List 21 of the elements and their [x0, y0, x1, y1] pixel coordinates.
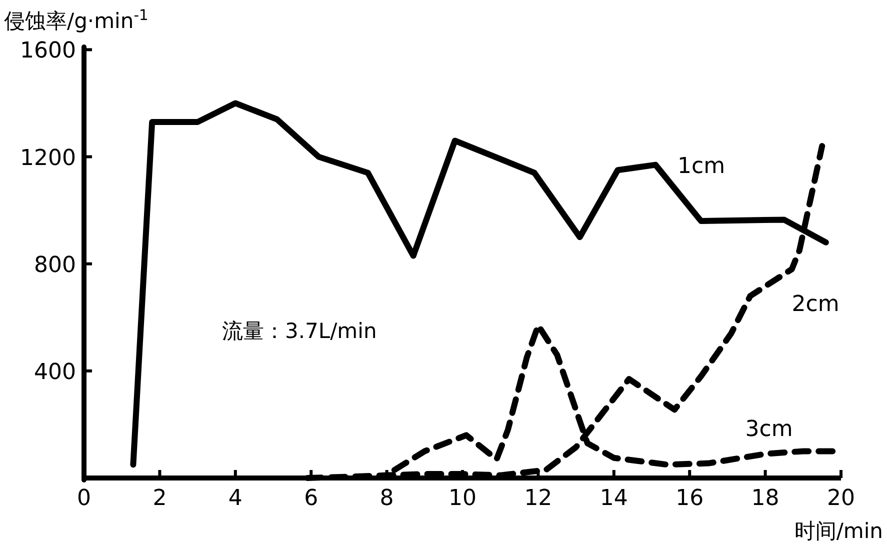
x-tick-label: 10: [448, 486, 476, 511]
x-tick-label: 16: [676, 486, 704, 511]
y-tick-label: 1200: [20, 146, 76, 171]
y-axis-title: 侵蚀率/g·min$^{-1}$: [4, 6, 148, 33]
series-label: 3cm: [745, 416, 793, 442]
x-tick-label: 8: [380, 486, 394, 511]
x-tick-label: 2: [152, 486, 167, 511]
x-tick-label: 4: [228, 486, 242, 511]
x-axis-title: 时间/min: [794, 519, 883, 543]
x-tick-label: 20: [827, 486, 855, 511]
x-tick-label: 6: [304, 486, 318, 511]
series-label: 1cm: [678, 154, 726, 179]
x-tick-label: 12: [524, 486, 552, 511]
annotation: 流量：3.7L/min: [222, 319, 377, 343]
y-tick-label: 800: [34, 252, 76, 278]
y-tick-label: 1600: [20, 38, 76, 64]
x-tick-label: 0: [77, 486, 91, 511]
y-tick-label: 400: [34, 360, 76, 385]
series-label: 2cm: [792, 292, 840, 318]
x-tick-label: 14: [600, 486, 628, 511]
x-tick-label: 18: [751, 486, 780, 511]
